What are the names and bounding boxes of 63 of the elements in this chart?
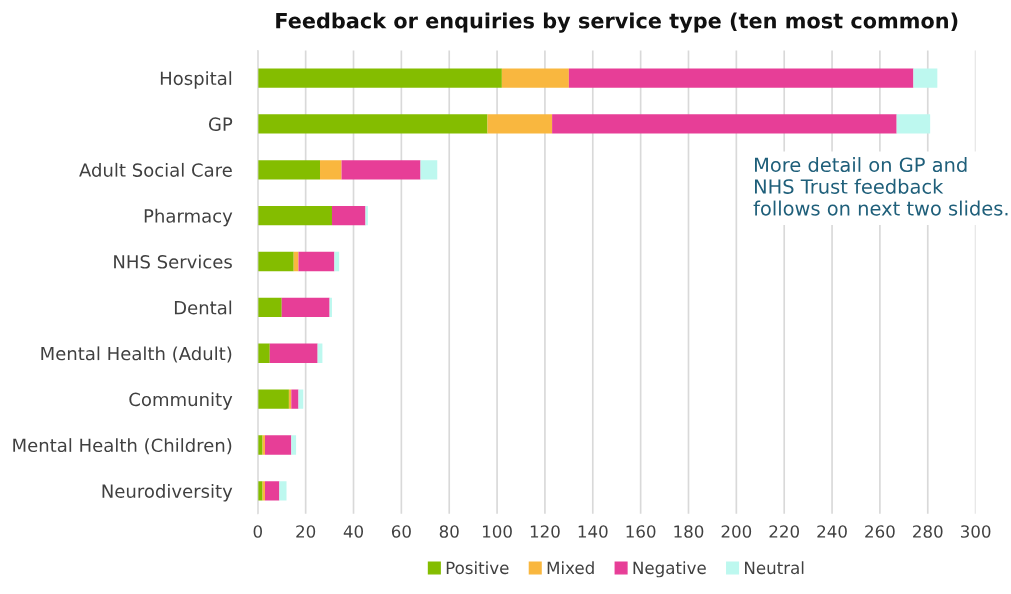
bar xyxy=(331,206,366,226)
x-tick-label: 60 xyxy=(391,525,411,538)
bar xyxy=(279,481,287,501)
x-tick-label: 0 xyxy=(253,525,262,538)
bar xyxy=(913,68,938,88)
x-tick-label: 220 xyxy=(769,525,799,538)
x-tick-label: 140 xyxy=(578,525,608,538)
bar xyxy=(334,251,340,272)
x-tick-label: 80 xyxy=(439,525,459,538)
bar xyxy=(269,343,318,363)
y-tick-label: Dental xyxy=(174,300,232,315)
bar xyxy=(420,160,438,180)
bar xyxy=(257,160,321,180)
y-tick-label: Hospital xyxy=(160,71,232,89)
bar xyxy=(257,389,289,409)
bar xyxy=(257,68,502,88)
bar xyxy=(281,297,330,318)
bar xyxy=(257,297,282,318)
y-tick-label: Pharmacy xyxy=(144,208,233,227)
y-tick-label: NHS Services xyxy=(114,254,232,269)
legend-label: Positive xyxy=(446,561,509,575)
annotation: More detail on GP and NHS Trust feedback follows on next two slides. xyxy=(753,157,1008,216)
bar xyxy=(257,251,294,272)
chart-title: Feedback or enquiries by service type (ten most common) xyxy=(276,12,958,33)
x-tick-label: 300 xyxy=(960,525,991,538)
x-tick-label: 180 xyxy=(674,525,704,538)
bar xyxy=(257,206,332,226)
bar xyxy=(257,343,270,363)
bar xyxy=(896,114,931,134)
legend-label: Mixed xyxy=(547,561,594,575)
bar xyxy=(298,251,335,272)
bar xyxy=(291,389,299,409)
bar xyxy=(264,435,292,455)
bar xyxy=(501,68,569,88)
bar xyxy=(365,206,368,226)
bar xyxy=(291,435,297,455)
bar xyxy=(320,160,342,180)
y-tick-label: Neurodiversity xyxy=(102,484,233,502)
bar xyxy=(298,389,304,409)
legend-label: Neutral xyxy=(745,561,804,575)
y-tick-label: Mental Health (Children) xyxy=(13,438,232,455)
x-tick-label: 40 xyxy=(343,525,364,538)
x-tick-label: 240 xyxy=(817,525,847,538)
bar xyxy=(257,481,263,501)
x-tick-label: 260 xyxy=(865,525,895,538)
x-tick-label: 100 xyxy=(483,525,512,538)
x-tick-label: 200 xyxy=(721,525,752,538)
bar xyxy=(257,114,488,134)
bar xyxy=(341,160,421,180)
bar xyxy=(487,114,553,134)
legend-label: Negative xyxy=(633,561,706,578)
y-tick-label: Mental Health (Adult) xyxy=(41,346,232,363)
y-tick-label: Adult Social Care xyxy=(79,162,232,177)
x-tick-label: 120 xyxy=(530,525,560,538)
y-tick-label: GP xyxy=(208,117,233,131)
x-tick-label: 160 xyxy=(626,525,656,538)
y-tick-label: Community xyxy=(129,392,233,410)
bar xyxy=(552,114,897,134)
bar xyxy=(257,435,263,455)
x-tick-label: 20 xyxy=(296,525,316,538)
x-tick-label: 280 xyxy=(913,525,943,538)
bar xyxy=(568,68,914,88)
bar xyxy=(264,481,280,501)
